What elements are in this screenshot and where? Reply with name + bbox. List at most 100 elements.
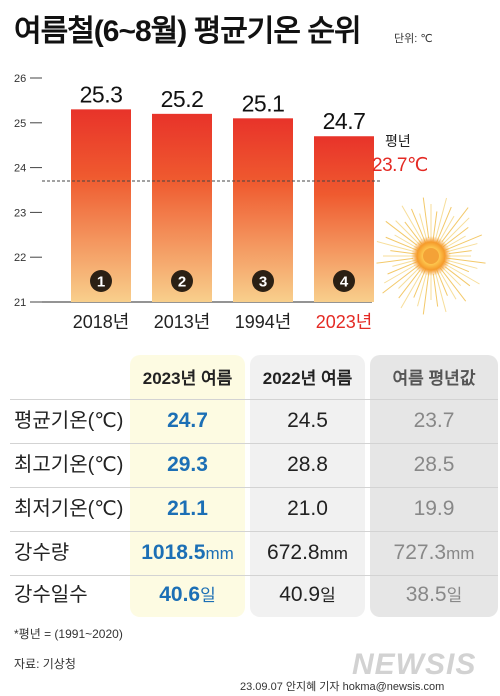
cell-unit: mm	[446, 544, 475, 563]
column-header-2022: 2022년 여름	[262, 369, 353, 388]
x-category-label: 2018년	[73, 312, 130, 332]
cell-value: 24.7	[167, 409, 208, 432]
divider	[10, 399, 498, 400]
sun-ray	[432, 273, 439, 307]
sun-ray	[422, 270, 430, 315]
rank-number: 1	[97, 274, 105, 291]
cell-value: 727.3	[393, 541, 447, 564]
page-title: 여름철(6~8월) 평균기온 순위	[14, 15, 362, 48]
sun-ray	[445, 243, 478, 253]
y-tick-label: 22	[14, 252, 26, 264]
divider	[10, 575, 498, 576]
cell-unit: 일	[320, 586, 336, 605]
sun-ray	[443, 263, 480, 285]
weather-comparison-table: 2023년 여름 2022년 여름 여름 평년값 평균기온(℃) 24.7 24…	[0, 355, 500, 617]
cell-value: 23.7	[413, 409, 455, 432]
y-tick-label: 24	[14, 163, 26, 175]
sun-ray	[441, 207, 469, 243]
divider	[10, 531, 498, 532]
sun-ray	[385, 220, 418, 246]
x-category-label: 2023년	[316, 312, 373, 332]
rank-badge	[252, 270, 274, 292]
cell-2023: 40.6일	[130, 573, 245, 617]
cell-value: 21.1	[167, 497, 208, 520]
table-row: 최고기온(℃) 29.3 28.8 28.5	[0, 443, 500, 487]
cell-unit: mm	[319, 544, 348, 563]
sun-core	[423, 248, 439, 264]
y-tick-label: 23	[14, 207, 26, 219]
x-category-label: 2013년	[154, 312, 211, 332]
sun-ray	[435, 197, 448, 239]
divider	[10, 443, 498, 444]
table-row: 강수일수 40.6일 40.9일 38.5일	[0, 573, 500, 617]
bar-value-label: 25.1	[242, 90, 285, 116]
cell-normal: 28.5	[370, 443, 498, 487]
cell-2022: 21.0	[250, 487, 365, 531]
bar	[71, 109, 131, 302]
sun-ray	[442, 226, 469, 248]
x-category-label: 1994년	[235, 312, 292, 332]
cell-normal: 19.9	[370, 487, 498, 531]
sun-ray	[401, 205, 423, 241]
row-label: 강수량	[14, 542, 70, 564]
y-tick-label: 25	[14, 118, 26, 130]
rank-badge	[333, 270, 355, 292]
rank-number: 2	[178, 274, 186, 291]
cell-value: 1018.5	[141, 541, 206, 564]
cell-2023: 21.1	[130, 487, 245, 531]
cell-normal: 38.5일	[370, 573, 498, 617]
cell-2023: 24.7	[130, 399, 245, 443]
row-label: 강수일수	[14, 584, 88, 606]
bar-value-label: 25.2	[161, 86, 204, 112]
sun-ray	[432, 211, 438, 242]
cell-2022: 672.8mm	[250, 531, 365, 575]
cell-value: 38.5	[405, 583, 447, 606]
source-note: 자료: 기상청	[14, 657, 76, 671]
cell-unit: mm	[205, 544, 234, 563]
cell-value: 40.9	[279, 583, 321, 606]
sun-ray	[417, 273, 427, 307]
bar-value-label: 24.7	[323, 108, 366, 134]
table-row: 최저기온(℃) 21.1 21.0 19.9	[0, 487, 500, 531]
cell-value: 29.3	[167, 453, 208, 476]
cell-2023: 29.3	[130, 443, 245, 487]
table-row: 강수량 1018.5mm 672.8mm 727.3mm	[0, 531, 500, 575]
table-row: 평균기온(℃) 24.7 24.5 23.7	[0, 399, 500, 443]
sun-ray	[376, 241, 414, 252]
sun-ray	[383, 264, 416, 284]
reference-value-label: 23.7℃	[372, 155, 428, 176]
temperature-bar-chart: 21 22 23 24 25 26 25.3 1 2018년 25.2 2 2013년 25.1 3 19…	[14, 73, 486, 332]
cell-2023: 1018.5mm	[130, 531, 245, 575]
row-label: 최저기온(℃)	[14, 498, 124, 520]
reference-label: 평년	[385, 133, 411, 149]
sun-ray	[434, 270, 447, 313]
period-note: *평년 = (1991~2020)	[14, 627, 123, 641]
cell-normal: 23.7	[370, 399, 498, 443]
sun-ray	[445, 257, 486, 264]
cell-value: 672.8	[267, 541, 320, 564]
cell-value: 40.6	[159, 583, 201, 606]
sun-ray	[438, 215, 455, 244]
sun-ray	[446, 235, 466, 248]
sun-ray	[400, 268, 424, 309]
rank-badge	[171, 270, 193, 292]
cell-unit: 일	[200, 586, 216, 605]
cell-value: 21.0	[287, 497, 328, 520]
sun-ray	[376, 257, 414, 264]
rank-number: 3	[259, 274, 267, 291]
cell-unit: 일	[446, 586, 463, 605]
sun-ray	[439, 271, 457, 300]
cell-value: 28.8	[287, 453, 328, 476]
row-label: 최고기온(℃)	[14, 454, 124, 476]
rank-number: 4	[340, 274, 349, 291]
cell-value: 28.5	[413, 453, 455, 476]
row-label: 평균기온(℃)	[14, 410, 124, 432]
cell-normal: 727.3mm	[370, 531, 498, 575]
column-normal-background	[370, 355, 498, 617]
rank-badge	[90, 270, 112, 292]
sun-ray	[439, 267, 467, 302]
sun-ray	[398, 269, 421, 299]
column-2022-background	[250, 355, 365, 617]
column-header-normal: 여름 평년값	[392, 369, 476, 388]
cell-2022: 24.5	[250, 399, 365, 443]
